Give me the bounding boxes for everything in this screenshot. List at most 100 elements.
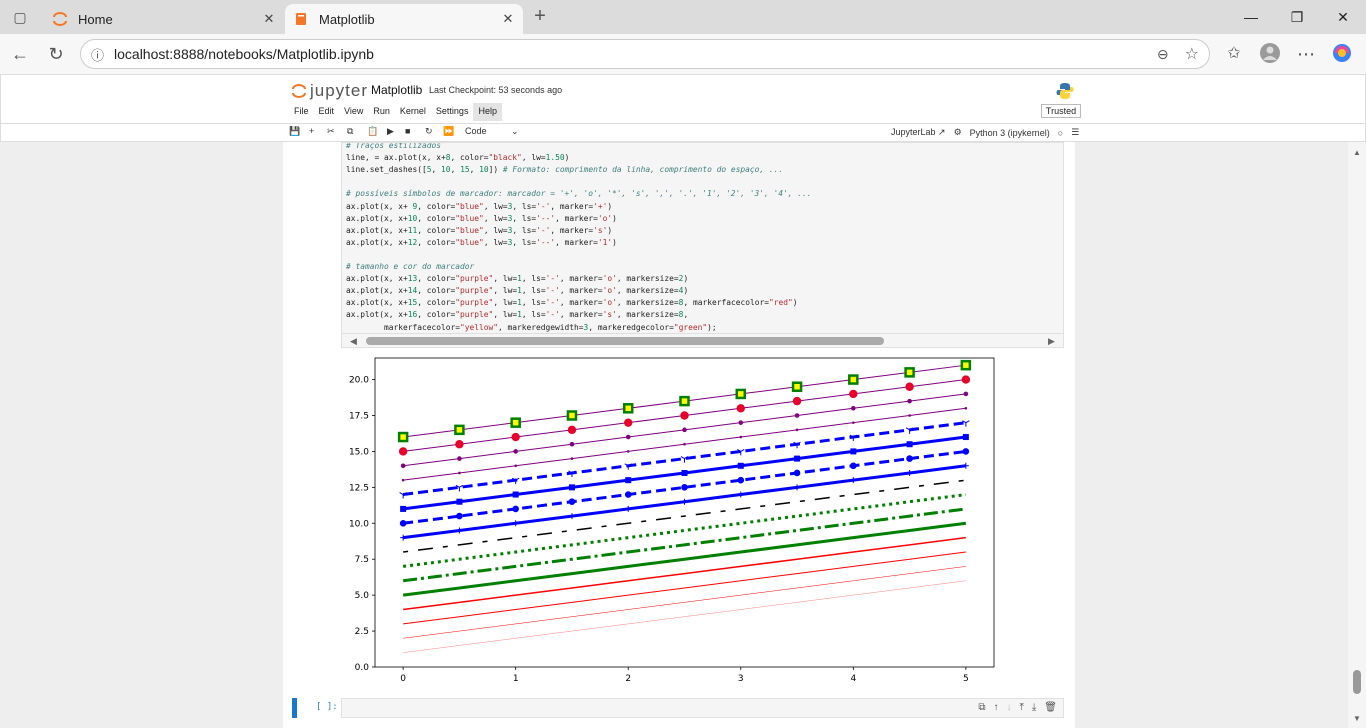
code-line: ax.plot(x, x+10, color="blue", lw=3, ls=… bbox=[346, 213, 617, 223]
data-point bbox=[397, 431, 409, 443]
menu-run[interactable]: Run bbox=[373, 106, 390, 116]
scroll-down-icon[interactable]: ▼ bbox=[1353, 714, 1361, 723]
scroll-right-icon[interactable]: ▶ bbox=[1048, 336, 1055, 346]
scrollbar-thumb[interactable] bbox=[1353, 670, 1361, 694]
reload-icon[interactable]: ↻ bbox=[48, 44, 64, 64]
data-point bbox=[849, 434, 858, 442]
jupyterlab-link[interactable]: JupyterLab ↗ bbox=[891, 127, 946, 137]
new-tab-icon[interactable]: + bbox=[534, 5, 546, 27]
trusted-badge[interactable]: Trusted bbox=[1041, 104, 1081, 118]
menu-icon[interactable]: ☰ bbox=[1071, 127, 1080, 137]
info-icon[interactable]: ⓘ bbox=[91, 47, 105, 63]
more-icon[interactable]: ⋯ bbox=[1297, 44, 1315, 64]
save-icon[interactable]: 💾 bbox=[289, 126, 301, 136]
jupyter-logo-text: jupyter bbox=[310, 81, 369, 100]
minimize-icon[interactable]: — bbox=[1244, 9, 1258, 25]
data-point bbox=[906, 455, 913, 462]
favorites-icon[interactable]: ✩ bbox=[1227, 45, 1241, 62]
move-down-icon[interactable]: ↓ bbox=[1006, 702, 1012, 713]
notebook-title[interactable]: Matplotlib bbox=[371, 83, 423, 97]
profile-avatar[interactable] bbox=[1258, 42, 1282, 66]
data-point bbox=[456, 498, 463, 505]
menu-view[interactable]: View bbox=[344, 106, 364, 116]
code-line: ax.plot(x, x+12, color="blue", lw=3, ls=… bbox=[346, 237, 617, 247]
data-point bbox=[625, 505, 632, 512]
y-tick-label: 7.5 bbox=[355, 555, 369, 565]
copilot-icon[interactable] bbox=[1330, 42, 1354, 66]
x-tick-label: 0 bbox=[400, 674, 406, 684]
data-point bbox=[852, 421, 855, 424]
cell-toolbar: ⧉ ↑ ↓ ⤒ ⤓ 🗑 bbox=[978, 702, 1057, 713]
close-icon[interactable]: ✕ bbox=[502, 11, 514, 26]
menu-kernel[interactable]: Kernel bbox=[399, 106, 426, 116]
notebook-toolbar: 💾 + ✂ ⧉ 📋 ▶ ■ ↻ ⏩ Code ⌄ JupyterLab ↗ ⚙ … bbox=[1, 123, 1365, 141]
gear-icon[interactable]: ⚙ bbox=[953, 127, 962, 137]
data-point bbox=[399, 519, 407, 527]
kernel-status-icon: ○ bbox=[1057, 127, 1064, 138]
kernel-area: JupyterLab ↗ ⚙ Python 3 (ipykernel) ○ ☰ bbox=[891, 127, 1079, 138]
data-point bbox=[736, 404, 745, 413]
data-point bbox=[625, 477, 632, 484]
scroll-left-icon[interactable]: ◀ bbox=[350, 336, 357, 346]
code-cell[interactable]: # Traços estilizados line, = ax.plot(x, x… bbox=[341, 142, 1064, 334]
move-up-icon[interactable]: ↑ bbox=[993, 702, 999, 713]
data-point bbox=[906, 469, 913, 476]
code-line: ax.plot(x, x+13, color="purple", lw=1, l… bbox=[346, 274, 689, 284]
data-point bbox=[960, 359, 972, 371]
copy-icon[interactable]: ⧉ bbox=[347, 126, 354, 136]
menu-help[interactable]: Help bbox=[473, 103, 502, 121]
tab-matplotlib[interactable]: Matplotlib ✕ bbox=[285, 4, 523, 34]
fast-forward-icon[interactable]: ⏩ bbox=[443, 126, 455, 136]
scroll-up-icon[interactable]: ▲ bbox=[1353, 148, 1361, 157]
address-bar[interactable]: ⓘ localhost:8888/notebooks/Matplotlib.ip… bbox=[80, 39, 1210, 69]
kernel-name[interactable]: Python 3 (ipykernel) bbox=[969, 127, 1050, 138]
restart-icon[interactable]: ↻ bbox=[425, 126, 433, 136]
data-point bbox=[906, 441, 913, 448]
favorite-icon[interactable]: ☆ bbox=[1184, 46, 1199, 63]
insert-below-icon[interactable]: ⤓ bbox=[1031, 702, 1037, 713]
delete-icon[interactable]: 🗑 bbox=[1044, 702, 1057, 713]
empty-code-cell[interactable]: [ ]: ⧉ ↑ ↓ ⤒ ⤓ 🗑 bbox=[292, 698, 1064, 718]
zoom-icon[interactable]: ⊖ bbox=[1156, 45, 1169, 62]
data-point bbox=[512, 491, 519, 498]
series-line bbox=[402, 521, 967, 597]
tab-actions-icon[interactable]: ▢ bbox=[13, 9, 27, 25]
x-tick-label: 4 bbox=[850, 674, 856, 684]
cell-input[interactable]: ⧉ ↑ ↓ ⤒ ⤓ 🗑 bbox=[341, 698, 1064, 718]
data-point bbox=[567, 425, 577, 435]
jupyterlab-link-label: JupyterLab bbox=[891, 127, 936, 137]
maximize-icon[interactable]: ❐ bbox=[1290, 9, 1304, 25]
scrollbar-thumb[interactable] bbox=[366, 337, 884, 345]
chevron-down-icon: ⌄ bbox=[511, 126, 519, 136]
data-point bbox=[680, 411, 689, 420]
insert-above-icon[interactable]: ⤒ bbox=[1019, 702, 1024, 713]
menu-edit[interactable]: Edit bbox=[318, 106, 335, 116]
run-icon[interactable]: ▶ bbox=[387, 126, 394, 136]
code-line: ax.plot(x, x+15, color="purple", lw=1, l… bbox=[346, 298, 798, 308]
code-line: line, = ax.plot(x, x+8, color="black", l… bbox=[346, 153, 570, 163]
data-point bbox=[682, 427, 687, 433]
data-point bbox=[907, 398, 912, 404]
cut-icon[interactable]: ✂ bbox=[327, 126, 335, 136]
data-point bbox=[961, 375, 971, 384]
duplicate-icon[interactable]: ⧉ bbox=[978, 702, 986, 713]
tab-home[interactable]: Home ✕ bbox=[44, 4, 284, 34]
data-point bbox=[737, 448, 745, 456]
close-icon[interactable]: ✕ bbox=[263, 11, 275, 26]
code-line: # possíveis símbolos de marcador: marcad… bbox=[346, 189, 812, 199]
code-line: markerfacecolor="yellow", markeredgewidt… bbox=[346, 322, 717, 332]
vertical-scrollbar[interactable]: ▲ ▼ bbox=[1348, 142, 1366, 728]
stop-icon[interactable]: ■ bbox=[405, 126, 411, 136]
add-cell-icon[interactable]: + bbox=[309, 126, 315, 136]
data-point bbox=[400, 463, 406, 469]
horizontal-scrollbar[interactable]: ◀ ▶ bbox=[341, 334, 1064, 348]
cell-type-select[interactable]: Code ⌄ bbox=[465, 126, 521, 137]
window-close-icon[interactable]: ✕ bbox=[1337, 9, 1349, 25]
back-icon[interactable]: ← bbox=[11, 44, 29, 64]
paste-icon[interactable]: 📋 bbox=[367, 126, 379, 136]
data-point bbox=[568, 484, 575, 491]
menu-file[interactable]: File bbox=[294, 106, 309, 116]
y-tick-label: 2.5 bbox=[355, 627, 369, 637]
menu-settings[interactable]: Settings bbox=[435, 106, 469, 116]
jupyter-logo[interactable]: jupyter bbox=[291, 81, 368, 101]
